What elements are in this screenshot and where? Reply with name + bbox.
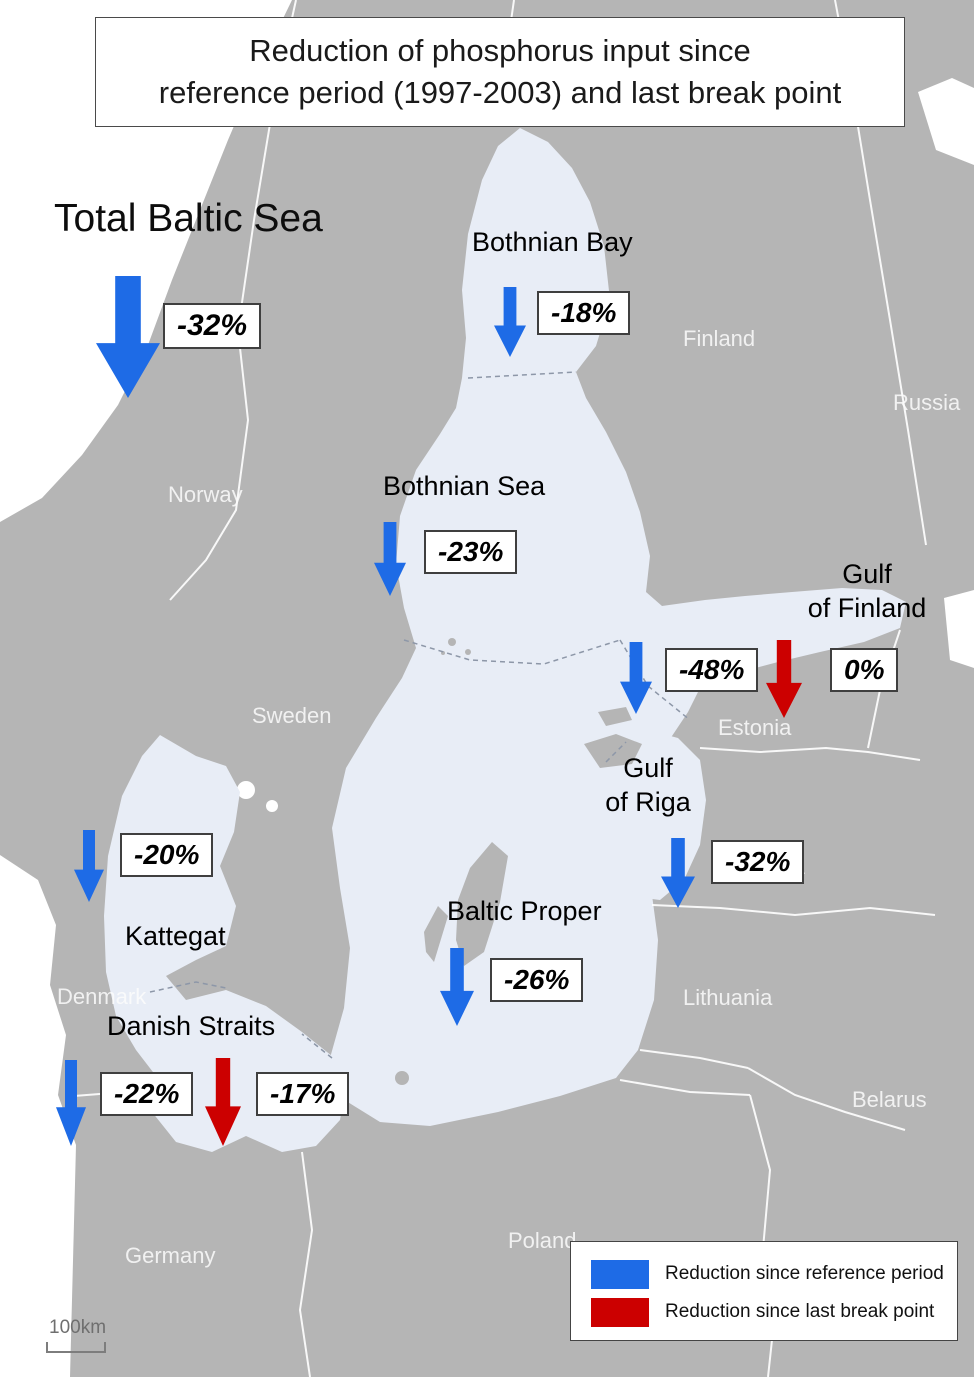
region-label-bothnian-bay: Bothnian Bay (472, 227, 633, 257)
region-label-baltic-proper: Baltic Proper (447, 896, 602, 926)
kattegat-blue-arrow (74, 830, 104, 902)
baltic-proper-blue-arrow (440, 948, 474, 1026)
hiiumaa-island (598, 707, 632, 726)
basin-boundary-arkona (301, 1033, 333, 1059)
arrow-shape (205, 1058, 241, 1146)
country-label-belarus: Belarus (852, 1087, 927, 1112)
basin-boundary-kattegat (149, 981, 227, 993)
aland-island-1 (448, 638, 456, 646)
arrow-shape (620, 642, 652, 714)
basin-boundary-riga-mouth (605, 741, 627, 763)
swedish-lake-1 (237, 781, 255, 799)
aland-island-2 (465, 649, 471, 655)
legend-label-red: Reduction since last break point (665, 1301, 935, 1322)
gulf-of-finland-blue-pct: -48% (665, 648, 759, 692)
arrow-shape (74, 830, 104, 902)
region-label-bothnian-sea: Bothnian Sea (383, 471, 546, 501)
legend-swatch-red-rect (591, 1297, 649, 1327)
kattegat-pct: -20% (120, 833, 214, 877)
region-label-gulf-of-riga-line1: Gulf (623, 753, 673, 783)
country-label-lithuania: Lithuania (683, 985, 773, 1010)
gotland-island (456, 842, 508, 966)
country-label-denmark: Denmark (57, 984, 147, 1009)
bornholm-island (395, 1071, 409, 1085)
bothnian-sea-blue-arrow (374, 522, 406, 596)
region-label-gulf-of-riga-line2: of Riga (605, 786, 691, 817)
scale-label: 100km (49, 1317, 107, 1338)
total-baltic-pct: -32% (163, 303, 262, 349)
oland-island (424, 906, 448, 962)
bothnian-bay-blue-arrow (494, 287, 526, 357)
gulf-of-finland-red-pct: 0% (830, 648, 899, 692)
legend-row-blue: Reduction since reference period (591, 1258, 957, 1290)
danish-straits-blue-arrow (56, 1060, 86, 1146)
gulf-of-riga-blue-arrow (661, 838, 695, 908)
basin-boundary-archipelago (403, 639, 621, 665)
region-label-gulf-of-finland-line2: of Finland (807, 592, 927, 623)
arrow-shape (661, 838, 695, 908)
legend-swatch-blue-rect (591, 1259, 649, 1289)
border-lithuania-belarus (747, 1067, 906, 1131)
region-label-gulf-of-riga: Gulf of Riga (583, 752, 713, 820)
border-kaliningrad-poland (619, 1079, 751, 1096)
arrow-shape (766, 640, 802, 718)
country-label-germany: Germany (125, 1243, 216, 1268)
gulf-of-finland-blue-arrow (620, 642, 652, 714)
swedish-lake-2 (266, 800, 278, 812)
map-title-line1: Reduction of phosphorus input since (249, 33, 751, 68)
saaremaa-island (584, 734, 642, 768)
country-label-finland: Finland (683, 326, 756, 351)
legend-swatch-red (591, 1297, 649, 1327)
scale-bar (46, 1342, 106, 1353)
region-label-gulf-of-finland-line1: Gulf (842, 559, 892, 589)
arrow-shape (494, 287, 526, 357)
map-title-line2: reference period (1997-2003) and last br… (158, 74, 842, 110)
arrow-shape (440, 948, 474, 1026)
bothnian-bay-pct: -18% (537, 291, 631, 335)
baltic-proper-pct: -26% (490, 958, 584, 1002)
danish-straits-red-pct: -17% (256, 1072, 350, 1116)
total-baltic-blue-arrow (96, 276, 160, 398)
basin-boundary-bothnian (467, 371, 577, 379)
arrow-shape (374, 522, 406, 596)
border-estonia-latvia (699, 746, 921, 761)
north-sea (0, 855, 76, 1377)
white-sea-corner (918, 78, 974, 165)
country-label-estonia: Estonia (718, 715, 792, 740)
gulf-of-riga-pct: -32% (711, 840, 805, 884)
region-label-total-baltic-sea: Total Baltic Sea (54, 197, 323, 240)
danish-straits-blue-pct: -22% (100, 1072, 194, 1116)
arrow-shape (56, 1060, 86, 1146)
border-germany-poland (298, 1151, 314, 1377)
map-title: Reduction of phosphorus input since refe… (95, 17, 905, 127)
border-lithuania-kaliningrad (639, 1049, 749, 1069)
legend: Reduction since reference period Reducti… (570, 1241, 958, 1341)
country-label-sweden: Sweden (252, 703, 332, 728)
country-label-norway: Norway (168, 482, 243, 507)
region-label-kattegat: Kattegat (125, 921, 226, 951)
lake-peipus (944, 590, 974, 668)
region-label-danish-straits: Danish Straits (107, 1011, 276, 1041)
border-latvia-lithuania (651, 904, 936, 917)
bothnian-sea-pct: -23% (424, 530, 518, 574)
country-label-poland: Poland (508, 1228, 577, 1253)
arrow-shape (96, 276, 160, 398)
danish-straits-red-arrow (205, 1058, 241, 1146)
region-label-gulf-of-finland: Gulf of Finland (792, 558, 942, 626)
country-label-russia: Russia (893, 390, 961, 415)
gulf-of-finland-red-arrow (766, 640, 802, 718)
legend-swatch-blue (591, 1259, 649, 1289)
legend-label-blue: Reduction since reference period (665, 1263, 944, 1284)
norwegian-sea (0, 0, 292, 522)
legend-row-red: Reduction since last break point (591, 1296, 957, 1328)
